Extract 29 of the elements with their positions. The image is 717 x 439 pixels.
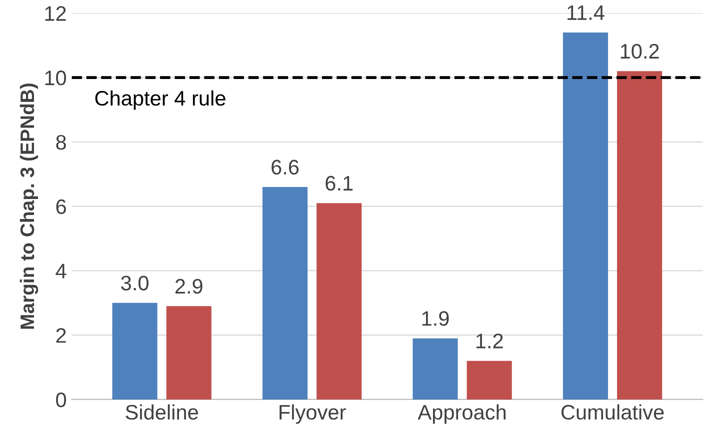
data-label: 3.0 bbox=[121, 276, 148, 290]
ref-line-label: Chapter 4 rule bbox=[95, 90, 226, 110]
data-label: 1.2 bbox=[476, 334, 503, 348]
y-tick-label: 0 bbox=[56, 392, 66, 408]
y-axis-title: Margin to Chap. 3 (EPNdB) bbox=[20, 84, 38, 329]
data-label: 2.9 bbox=[175, 278, 202, 294]
data-label: 11.4 bbox=[568, 5, 604, 20]
bar bbox=[412, 338, 458, 400]
bar bbox=[466, 360, 512, 400]
bar bbox=[617, 71, 662, 400]
data-label: 10.2 bbox=[620, 44, 659, 59]
y-tick-label: 4 bbox=[56, 264, 66, 278]
x-tick-label: Flyover bbox=[280, 404, 346, 424]
x-tick-label: Approach bbox=[418, 404, 506, 424]
y-tick-label: 6 bbox=[56, 199, 66, 214]
x-tick-label: Sideline bbox=[126, 404, 198, 420]
bar bbox=[112, 302, 158, 400]
x-tick-label: Cumulative bbox=[561, 404, 664, 420]
bar bbox=[262, 187, 308, 400]
bar bbox=[562, 32, 608, 400]
data-label: 6.1 bbox=[326, 176, 353, 191]
data-label: 1.9 bbox=[422, 311, 449, 326]
y-tick-label: 12 bbox=[45, 6, 66, 21]
y-tick-label: 8 bbox=[56, 134, 66, 150]
bar bbox=[316, 203, 362, 400]
data-label: 6.6 bbox=[272, 160, 299, 175]
y-tick-label: 2 bbox=[56, 328, 66, 343]
y-tick-label: 10 bbox=[45, 70, 66, 86]
bar bbox=[166, 306, 212, 400]
